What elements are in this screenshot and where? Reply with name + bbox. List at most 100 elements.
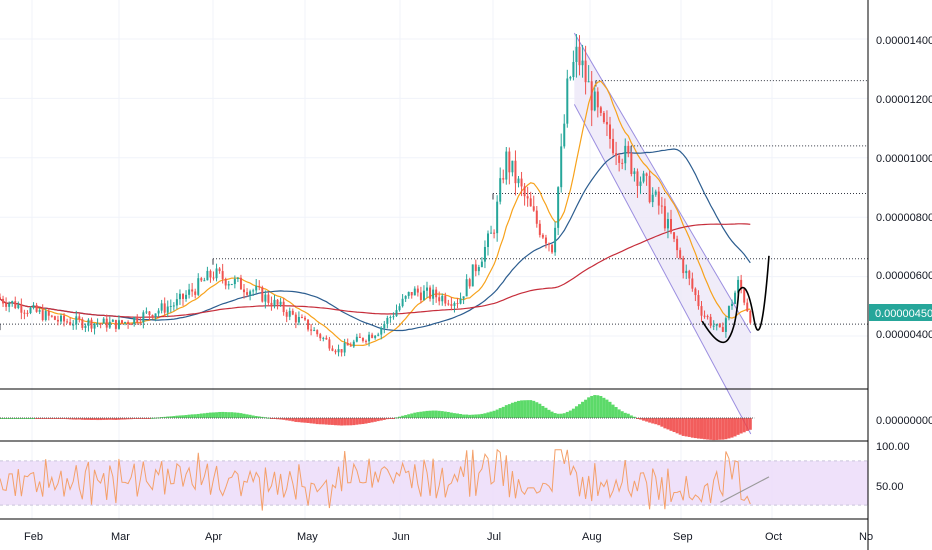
macd-bar xyxy=(340,418,344,426)
price-axis[interactable]: 0.00001400 0.00001200 0.00001000 0.00000… xyxy=(869,35,932,341)
macd-bar xyxy=(690,418,694,438)
candle-body xyxy=(535,210,538,224)
candle-body xyxy=(349,345,352,347)
candle-body xyxy=(529,198,532,207)
candle-body xyxy=(511,160,514,173)
candle-body xyxy=(737,279,740,293)
candle-body xyxy=(319,334,322,339)
macd-bar xyxy=(629,415,633,418)
macd-bar xyxy=(562,413,566,418)
candle-body xyxy=(557,187,560,228)
candles[interactable] xyxy=(0,34,752,357)
candle-body xyxy=(337,349,340,353)
candle-body xyxy=(191,289,194,292)
macd-bar xyxy=(202,413,206,418)
macd-bar xyxy=(407,414,411,418)
macd-bar xyxy=(709,418,713,440)
candle-body xyxy=(111,319,114,322)
time-label: Apr xyxy=(205,531,222,543)
macd-bar xyxy=(571,408,575,418)
candle-body xyxy=(194,291,197,295)
macd-bar xyxy=(556,413,560,418)
candle-body xyxy=(700,306,703,316)
macd-bar xyxy=(276,418,280,420)
macd-bar xyxy=(196,413,200,418)
macd-bar xyxy=(218,411,222,418)
macd-bar xyxy=(660,418,664,427)
candle-body xyxy=(328,339,331,349)
macd-pane[interactable] xyxy=(0,395,755,441)
candle-body xyxy=(185,294,188,299)
candle-body xyxy=(709,316,712,326)
macd-bar xyxy=(608,401,612,418)
candle-body xyxy=(124,322,127,324)
candle-body xyxy=(493,232,496,234)
macd-bar xyxy=(483,413,487,418)
macd-bar xyxy=(672,418,676,433)
macd-bar xyxy=(605,399,609,418)
candle-body xyxy=(60,315,62,322)
candle-body xyxy=(581,60,584,66)
macd-bar xyxy=(59,418,63,419)
candle-body xyxy=(447,303,450,305)
macd-bar xyxy=(666,418,670,430)
candle-body xyxy=(654,191,657,195)
candle-body xyxy=(734,292,737,304)
candle-body xyxy=(630,153,633,174)
candle-body xyxy=(749,311,752,323)
macd-bar xyxy=(300,418,304,423)
candle-body xyxy=(551,244,554,253)
candle-body xyxy=(435,289,438,298)
rsi-tick-label: 100.00 xyxy=(876,441,910,453)
macd-bar xyxy=(205,412,209,418)
candle-body xyxy=(670,219,672,233)
candle-body xyxy=(746,302,749,312)
rsi-pane[interactable] xyxy=(0,448,868,511)
candle-body xyxy=(468,279,471,287)
candle-body xyxy=(605,121,608,125)
macd-bar xyxy=(687,418,691,437)
candle-body xyxy=(517,178,520,184)
candle-body xyxy=(523,186,526,197)
candle-body xyxy=(526,196,529,199)
macd-bar xyxy=(486,412,490,418)
macd-bar xyxy=(80,418,84,420)
macd-axis: 0.00000000 xyxy=(876,415,932,427)
macd-bar xyxy=(495,409,499,418)
candle-body xyxy=(544,237,547,244)
macd-bar xyxy=(221,411,225,418)
macd-bar xyxy=(257,416,261,418)
candle-body xyxy=(258,285,261,288)
macd-bar xyxy=(727,418,731,439)
candle-body xyxy=(416,288,419,293)
macd-bar xyxy=(269,418,273,419)
candle-body xyxy=(712,325,715,327)
macd-bar xyxy=(324,418,328,425)
candle-body xyxy=(740,279,743,290)
candle-body xyxy=(178,293,181,300)
macd-bar xyxy=(77,418,81,420)
candle-body xyxy=(505,151,508,180)
macd-bar xyxy=(599,396,603,418)
candle-body xyxy=(44,311,47,320)
macd-bar xyxy=(199,413,203,418)
macd-bar xyxy=(318,418,322,425)
candle-body xyxy=(355,336,358,342)
macd-bar xyxy=(513,401,517,418)
macd-bar xyxy=(285,418,289,421)
macd-bar xyxy=(410,413,414,418)
candle-body xyxy=(230,284,233,286)
candle-body xyxy=(514,160,517,184)
candle-body xyxy=(602,112,605,122)
candle-body xyxy=(252,290,255,292)
candle-body xyxy=(419,292,422,301)
candle-body xyxy=(130,324,133,326)
candle-body xyxy=(718,323,721,328)
candle-body xyxy=(8,303,11,307)
macd-bar xyxy=(413,412,417,418)
time-axis[interactable]: Feb Mar Apr May Jun Jul Aug Sep Oct No xyxy=(24,531,873,543)
macd-bar xyxy=(129,418,133,420)
macd-bar xyxy=(742,418,746,433)
candle-body xyxy=(648,175,651,203)
